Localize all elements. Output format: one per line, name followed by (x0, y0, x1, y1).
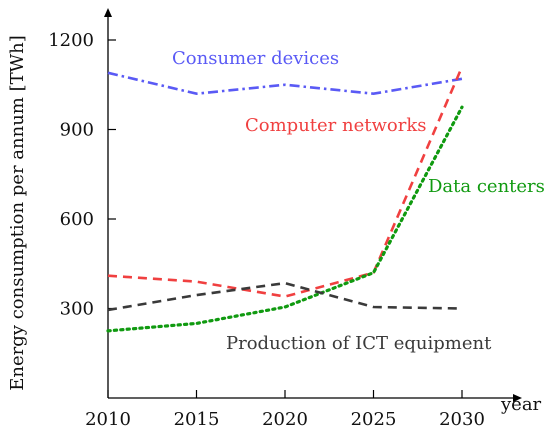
x-tick-label: 2025 (351, 409, 397, 430)
series-line-computer-networks (107, 66, 464, 298)
x-axis-arrow (513, 394, 522, 402)
ticks: 2010 2015 2020 2025 2030 300 600 900 1200 (48, 30, 485, 430)
series-label-consumer-devices: Consumer devices (172, 48, 339, 69)
x-tick-label: 2020 (262, 409, 308, 430)
y-axis-arrow (104, 8, 112, 17)
x-axis-title: year (500, 394, 542, 415)
series-label-data-centers: Data centers (428, 176, 545, 197)
x-tick-label: 2030 (439, 409, 485, 430)
y-axis-title: Energy consumption per annum [TWh] (7, 35, 28, 390)
y-tick-label: 1200 (48, 30, 94, 51)
x-tick-label: 2010 (85, 409, 131, 430)
series-line-production-of-ict-equipment (107, 281, 463, 312)
x-tick-label: 2015 (174, 409, 220, 430)
series-line-data-centers (106, 105, 464, 333)
series-label-computer-networks: Computer networks (245, 115, 426, 136)
series-labels: Consumer devices Computer networks Data ce… (172, 48, 545, 354)
y-tick-label: 300 (60, 299, 94, 320)
series-lines (106, 66, 464, 333)
axes (104, 8, 522, 402)
series-label-production-of-ict-equipment: Production of ICT equipment (226, 333, 492, 354)
series-line-consumer-devices (107, 71, 463, 96)
y-tick-label: 600 (60, 209, 94, 230)
y-tick-label: 900 (60, 120, 94, 141)
